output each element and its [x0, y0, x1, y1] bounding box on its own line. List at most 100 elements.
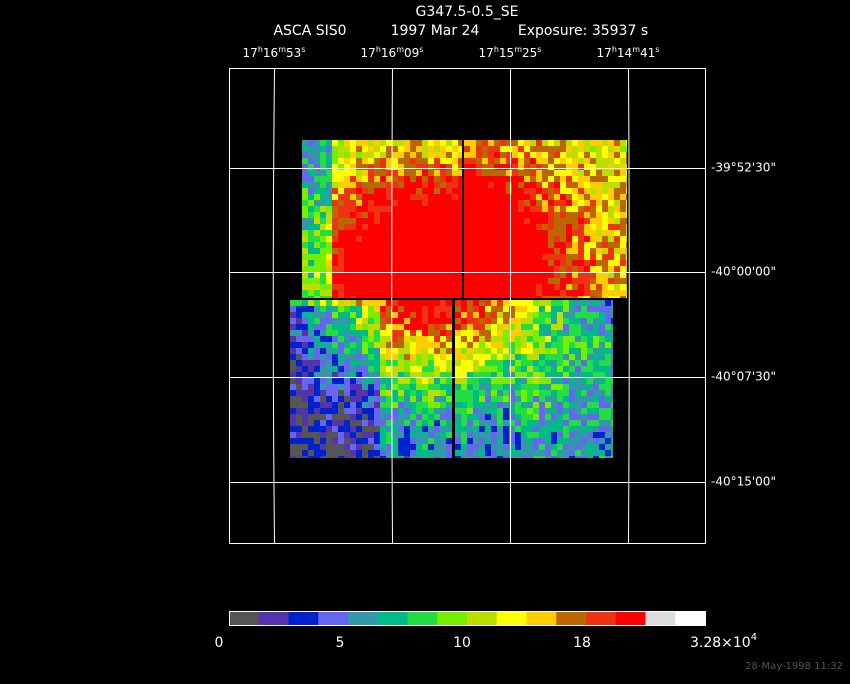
pixel: [611, 408, 613, 414]
pixel: [488, 224, 494, 230]
date: 1997 Mar 24: [391, 23, 480, 39]
pixel: [320, 408, 326, 414]
pixel: [398, 170, 404, 176]
pixel: [410, 354, 416, 360]
pixel: [296, 336, 302, 342]
pixel: [398, 254, 404, 260]
pixel: [350, 396, 356, 402]
pixel: [581, 414, 587, 420]
pixel: [614, 290, 620, 296]
pixel: [392, 140, 398, 146]
pixel: [494, 212, 500, 218]
pixel: [320, 170, 326, 176]
pixel: [512, 266, 518, 272]
pixel: [374, 450, 380, 456]
pixel: [344, 336, 350, 342]
pixel: [602, 176, 608, 182]
pixel: [572, 224, 578, 230]
pixel: [416, 170, 422, 176]
pixel: [392, 170, 398, 176]
pixel: [569, 348, 575, 354]
pixel: [500, 188, 506, 194]
pixel: [422, 272, 428, 278]
pixel: [533, 414, 539, 420]
pixel: [374, 306, 380, 312]
pixel: [398, 372, 404, 378]
pixel: [551, 426, 557, 432]
pixel: [608, 290, 614, 296]
pixel: [485, 390, 491, 396]
pixel: [446, 236, 452, 242]
pixel: [380, 182, 386, 188]
pixel: [485, 318, 491, 324]
pixel: [461, 324, 467, 330]
pixel: [530, 200, 536, 206]
pixel: [608, 194, 614, 200]
pixel: [392, 236, 398, 242]
pixel: [458, 182, 462, 188]
pixel: [356, 342, 362, 348]
pixel: [542, 272, 548, 278]
pixel: [386, 396, 392, 402]
pixel: [578, 266, 584, 272]
pixel: [509, 444, 515, 450]
pixel: [392, 146, 398, 152]
colorbar-swatch: [526, 611, 557, 625]
pixel: [434, 330, 440, 336]
pixel: [302, 152, 308, 158]
pixel: [560, 194, 566, 200]
pixel: [539, 432, 545, 438]
pixel: [416, 402, 422, 408]
pixel: [515, 426, 521, 432]
pixel: [320, 312, 326, 318]
pixel: [536, 254, 542, 260]
pixel: [398, 354, 404, 360]
pixel: [404, 390, 410, 396]
pixel: [422, 444, 428, 450]
pixel: [416, 420, 422, 426]
pixel: [491, 414, 497, 420]
pixel: [545, 312, 551, 318]
pixel: [569, 360, 575, 366]
pixel: [611, 324, 613, 330]
pixel: [554, 290, 560, 296]
pixel: [626, 140, 627, 146]
pixel: [545, 414, 551, 420]
pixel: [338, 272, 344, 278]
pixel: [386, 158, 392, 164]
pixel: [578, 254, 584, 260]
pixel: [380, 312, 386, 318]
pixel: [524, 278, 530, 284]
pixel: [350, 438, 356, 444]
pixel: [620, 218, 626, 224]
pixel: [539, 318, 545, 324]
pixel: [557, 432, 563, 438]
pixel: [512, 194, 518, 200]
pixel: [539, 360, 545, 366]
pixel: [368, 354, 374, 360]
pixel: [530, 158, 536, 164]
pixel: [512, 212, 518, 218]
pixel: [587, 402, 593, 408]
pixel: [404, 200, 410, 206]
pixel: [428, 426, 434, 432]
pixel: [374, 438, 380, 444]
pixel: [410, 224, 416, 230]
pixel: [470, 272, 476, 278]
pixel: [386, 354, 392, 360]
pixel: [392, 414, 398, 420]
pixel: [596, 260, 602, 266]
pixel: [512, 296, 518, 298]
pixel: [536, 176, 542, 182]
pixel: [539, 450, 545, 456]
pixel: [398, 408, 404, 414]
pixel: [524, 188, 530, 194]
pixel: [326, 272, 332, 278]
pixel: [296, 312, 302, 318]
pixel: [521, 372, 527, 378]
pixel: [392, 248, 398, 254]
pixel: [467, 438, 473, 444]
pixel: [386, 242, 392, 248]
pixel: [545, 450, 551, 456]
pixel: [326, 212, 332, 218]
